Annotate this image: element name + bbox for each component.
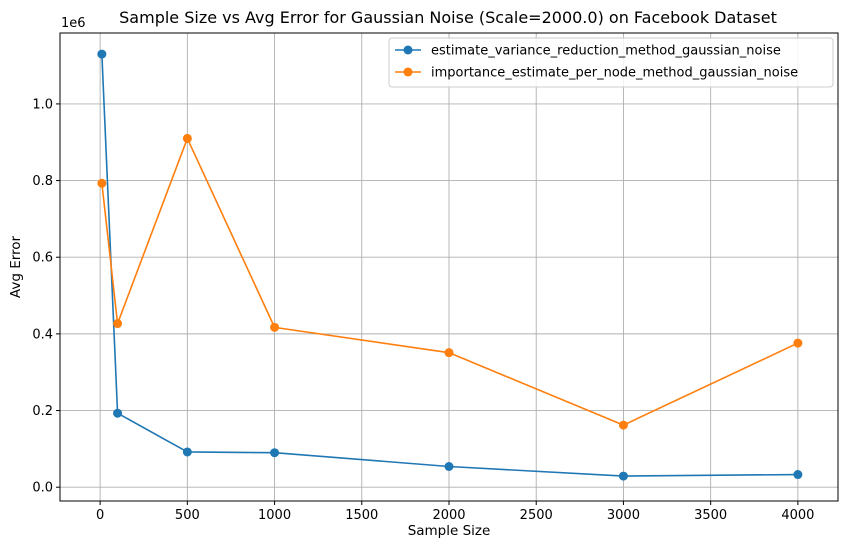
data-point (793, 338, 803, 348)
x-tick-label: 2500 (520, 508, 553, 523)
data-point (444, 348, 454, 358)
legend: estimate_variance_reduction_method_gauss… (388, 37, 834, 88)
data-point (270, 448, 280, 458)
legend-label: importance_estimate_per_node_method_gaus… (431, 66, 798, 81)
y-tick-label: 0.0 (32, 481, 53, 496)
chart-title: Sample Size vs Avg Error for Gaussian No… (119, 8, 777, 27)
data-point (97, 49, 107, 59)
data-point (182, 447, 192, 457)
data-point (113, 319, 123, 329)
data-point (97, 178, 107, 188)
data-point (113, 408, 123, 418)
legend-item: importance_estimate_per_node_method_gaus… (395, 66, 798, 81)
y-tick-label: 0.2 (32, 404, 53, 419)
x-tick-label: 3000 (607, 508, 640, 523)
data-point (182, 133, 192, 143)
y-multiplier-label: 1e6 (61, 16, 86, 31)
y-tick-label: 0.4 (32, 327, 53, 342)
axis-ticks: 0 500 1000 1500 2000 2500 3000 3500 4000 0.0 0.2 0.… (32, 97, 814, 523)
x-tick-label: 0 (96, 508, 104, 523)
legend-marker (403, 67, 413, 77)
x-axis-label: Sample Size (408, 523, 491, 539)
series-2 (97, 133, 803, 430)
grid (60, 33, 838, 501)
x-tick-label: 2000 (432, 508, 465, 523)
data-point (618, 420, 628, 430)
legend-label: estimate_variance_reduction_method_gauss… (431, 44, 781, 59)
series-1 (97, 49, 803, 481)
y-axis-label: Avg Error (8, 235, 24, 298)
y-tick-label: 1.0 (32, 97, 53, 112)
x-tick-label: 1500 (345, 508, 378, 523)
data-point (618, 471, 628, 481)
plot-series (97, 49, 803, 481)
x-tick-label: 500 (175, 508, 200, 523)
legend-item: estimate_variance_reduction_method_gauss… (395, 44, 781, 59)
y-tick-label: 0.6 (32, 251, 53, 266)
legend-box (388, 37, 834, 88)
data-point (444, 462, 454, 472)
x-tick-label: 1000 (258, 508, 291, 523)
y-tick-label: 0.8 (32, 174, 53, 189)
data-point (270, 322, 280, 332)
data-point (793, 470, 803, 480)
legend-marker (403, 45, 413, 55)
x-tick-label: 3500 (694, 508, 727, 523)
x-tick-label: 4000 (781, 508, 814, 523)
